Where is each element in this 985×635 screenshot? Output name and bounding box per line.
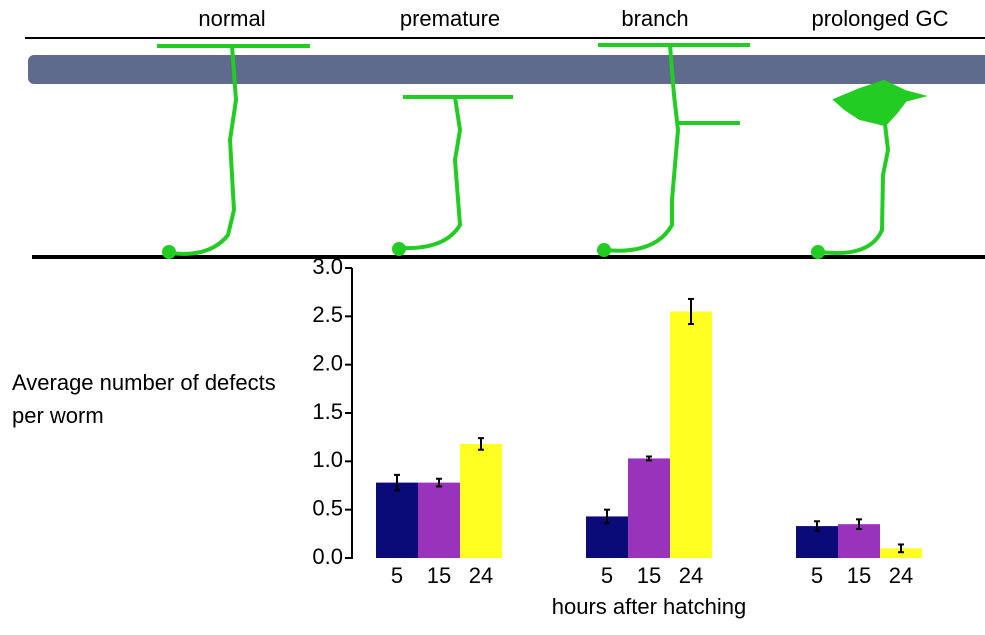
x-tick-label: 15 xyxy=(637,563,661,588)
cell-body xyxy=(597,243,611,257)
x-tick-label: 5 xyxy=(811,563,823,588)
y-tick-label: 1.0 xyxy=(312,447,343,472)
x-tick-label: 15 xyxy=(427,563,451,588)
axon-prolonged xyxy=(820,124,888,253)
y-tick-label: 2.5 xyxy=(312,302,343,327)
x-tick-label: 5 xyxy=(391,563,403,588)
y-tick-label: 1.5 xyxy=(312,399,343,424)
diagram-label: branch xyxy=(621,6,688,31)
x-tick-label: 15 xyxy=(847,563,871,588)
diagram-label: prolonged GC xyxy=(812,6,949,31)
growth-cone xyxy=(836,82,920,124)
diagram xyxy=(25,38,985,259)
nerve-cord xyxy=(28,55,985,84)
y-tick-label: 0.5 xyxy=(312,495,343,520)
bar xyxy=(460,444,502,558)
diagram-label: premature xyxy=(400,6,500,31)
x-axis-title: hours after hatching xyxy=(552,594,746,619)
bar xyxy=(376,483,418,558)
y-tick-label: 2.0 xyxy=(312,350,343,375)
cell-body xyxy=(392,242,406,256)
x-tick-label: 24 xyxy=(679,563,703,588)
y-axis-title: Average number of defects per worm xyxy=(12,366,312,432)
bar xyxy=(418,483,460,558)
cell-body xyxy=(811,245,825,259)
y-tick-label: 0.0 xyxy=(312,544,343,569)
page: {"diagram": {"labels": ["normal", "prema… xyxy=(0,0,985,630)
axon-premature xyxy=(400,97,460,248)
figure: normal premature branch prolonged GC hou… xyxy=(0,0,985,630)
diagram-label: normal xyxy=(198,6,265,31)
bar xyxy=(628,458,670,558)
x-tick-label: 24 xyxy=(889,563,913,588)
x-tick-label: 24 xyxy=(469,563,493,588)
bar xyxy=(670,312,712,559)
x-tick-label: 5 xyxy=(601,563,613,588)
y-tick-label: 3.0 xyxy=(312,254,343,279)
cell-body xyxy=(162,245,176,259)
